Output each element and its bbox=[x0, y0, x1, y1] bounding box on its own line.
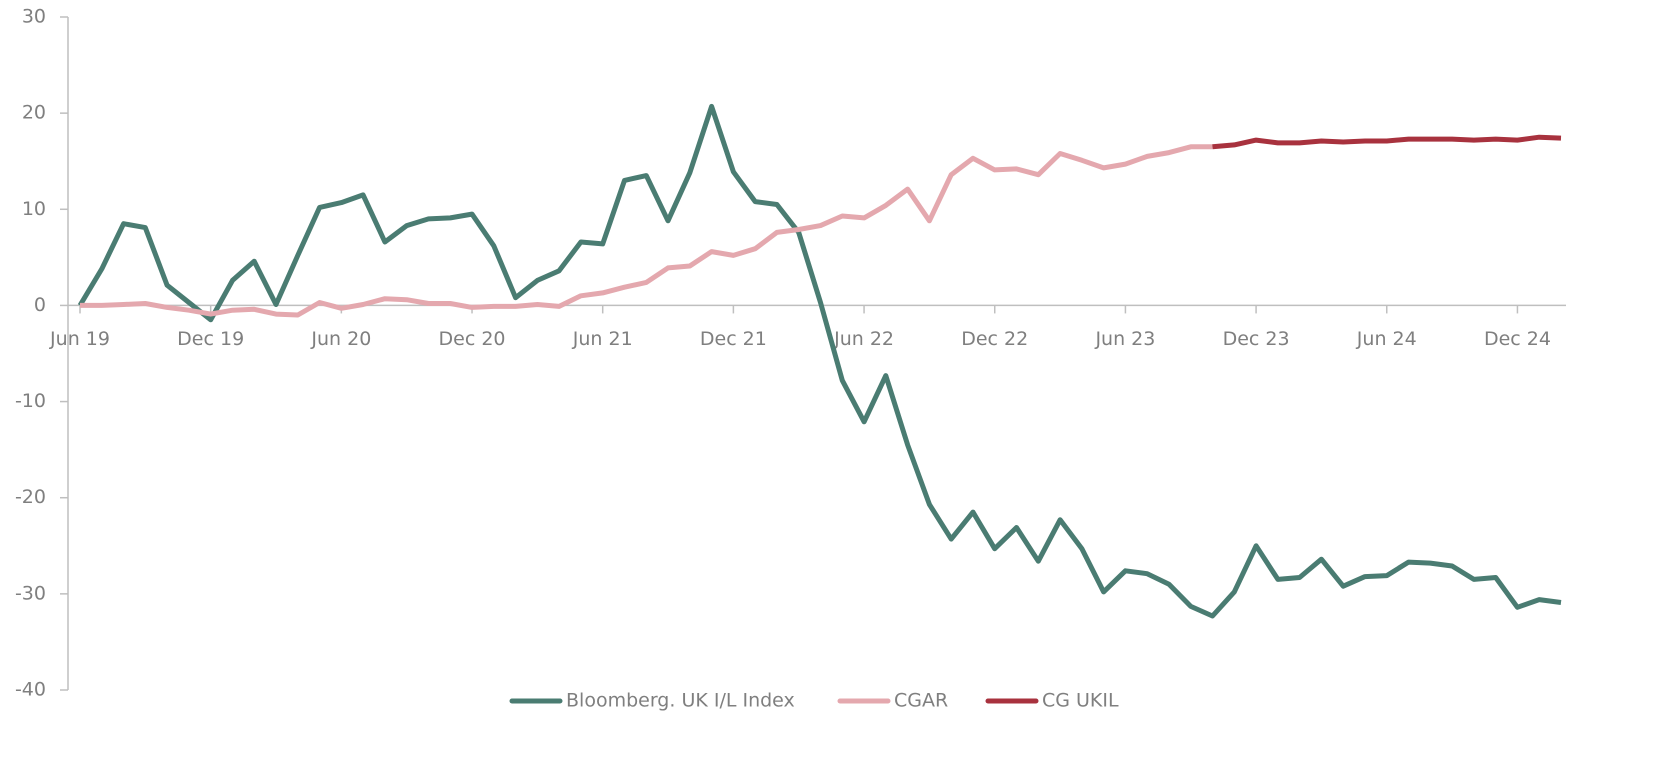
y-tick-label: 0 bbox=[34, 294, 46, 316]
y-tick-label: -30 bbox=[15, 582, 46, 604]
x-tick-label: Jun 21 bbox=[572, 328, 633, 350]
x-tick-label: Jun 19 bbox=[49, 328, 110, 350]
x-tick-label: Jun 23 bbox=[1094, 328, 1155, 350]
x-tick-label: Jun 20 bbox=[310, 328, 371, 350]
x-tick-label: Dec 23 bbox=[1223, 328, 1290, 350]
legend-label: CGAR bbox=[894, 690, 948, 712]
y-tick-label: 20 bbox=[22, 102, 46, 124]
y-tick-label: -20 bbox=[15, 486, 46, 508]
x-tick-label: Dec 22 bbox=[961, 328, 1028, 350]
x-tick-label: Dec 20 bbox=[439, 328, 506, 350]
y-tick-label: -10 bbox=[15, 390, 46, 412]
y-tick-label: 30 bbox=[22, 6, 46, 28]
legend-label: CG UKIL bbox=[1042, 690, 1119, 712]
series-line bbox=[77, 103, 1562, 619]
legend-label: Bloomberg. UK I/L Index bbox=[566, 690, 795, 712]
y-tick-label: 10 bbox=[22, 198, 46, 220]
series-line bbox=[80, 144, 1213, 318]
series-line bbox=[1212, 134, 1562, 150]
x-tick-label: Dec 24 bbox=[1484, 328, 1551, 350]
x-tick-label: Dec 19 bbox=[177, 328, 244, 350]
y-tick-label: -40 bbox=[15, 679, 46, 701]
x-tick-label: Jun 24 bbox=[1356, 328, 1417, 350]
x-tick-label: Dec 21 bbox=[700, 328, 767, 350]
x-tick-label: Jun 22 bbox=[833, 328, 894, 350]
